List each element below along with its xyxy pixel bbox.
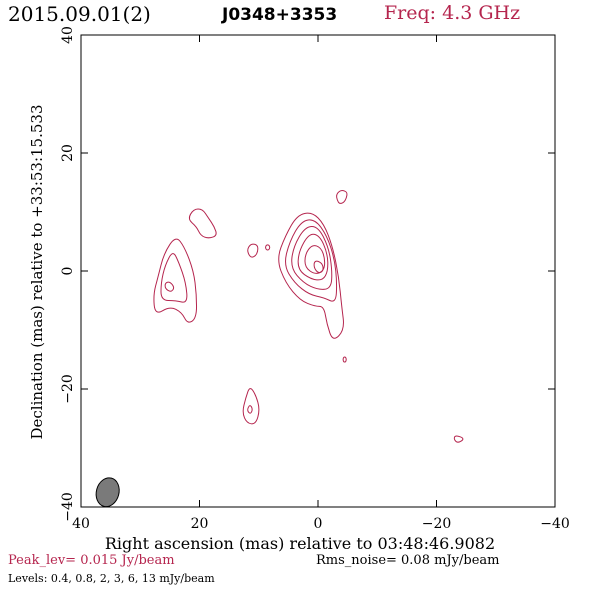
contour-small-1 <box>247 243 259 258</box>
contour-small-3 <box>342 356 347 363</box>
contour-west-knot <box>160 253 188 303</box>
contour-west-knot <box>164 281 175 292</box>
observation-date: 2015.09.01(2) <box>8 2 151 26</box>
contour-lines <box>153 190 464 443</box>
y-tick-label: 40 <box>60 26 76 44</box>
contour-small-4 <box>453 435 464 443</box>
y-axis-label: Declination (mas) relative to +33:53:15.… <box>28 104 46 439</box>
x-tick-label: 20 <box>191 516 209 532</box>
frequency-label: Freq: 4.3 GHz <box>384 2 521 24</box>
contour-core <box>291 225 333 290</box>
contour-north-blob <box>188 208 217 239</box>
x-tick-label: −20 <box>422 516 452 532</box>
x-tick-label: −40 <box>540 516 570 532</box>
contour-core <box>285 219 338 302</box>
contour-core <box>278 212 344 339</box>
contour-core <box>297 233 329 281</box>
beam-ellipse <box>95 477 120 508</box>
y-tick-label: −20 <box>60 374 76 404</box>
peak-level: Peak_lev= 0.015 Jy/beam <box>8 553 175 568</box>
beam-group <box>95 477 120 508</box>
plot-frame <box>80 34 556 508</box>
rms-noise: Rms_noise= 0.08 mJy/beam <box>316 553 500 568</box>
contour-south-blob <box>242 388 260 425</box>
contour-small-2 <box>265 244 271 251</box>
x-tick-label: 40 <box>72 516 90 532</box>
contour-levels: Levels: 0.4, 0.8, 2, 3, 6, 13 mJy/beam <box>8 572 215 585</box>
y-tick-label: 0 <box>60 267 76 276</box>
axis-tick-labels: 40 20 0 −20 −40 −40 −20 0 20 40 <box>60 26 570 532</box>
y-tick-label: 20 <box>60 144 76 162</box>
contour-east-knot <box>336 190 348 204</box>
contour-west-knot <box>153 238 198 323</box>
axis-ticks <box>80 34 556 508</box>
y-tick-label: −40 <box>60 492 76 522</box>
x-tick-label: 0 <box>314 516 323 532</box>
x-axis-label: Right ascension (mas) relative to 03:48:… <box>105 534 495 553</box>
source-name: J0348+3353 <box>222 5 338 25</box>
contour-core <box>304 245 326 274</box>
contour-core <box>313 260 324 274</box>
contour-south-blob <box>247 405 253 414</box>
